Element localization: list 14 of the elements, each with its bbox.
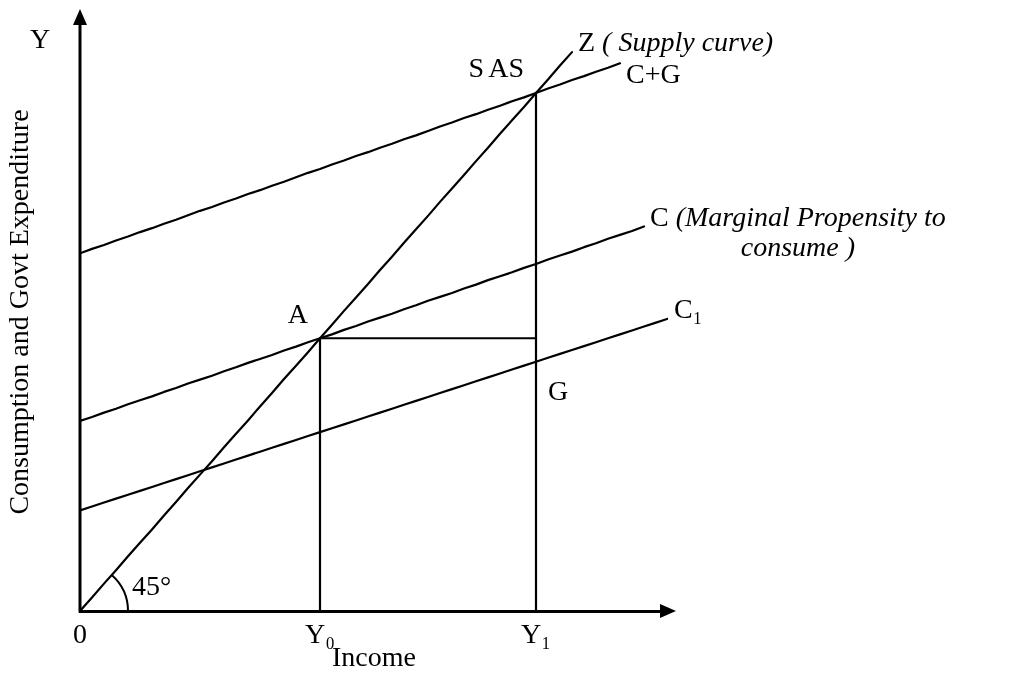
x-tick-label: Y₀ <box>305 618 335 650</box>
series-label: C₁ <box>674 293 703 325</box>
text: Y <box>29 23 51 55</box>
annotation: AS <box>488 52 524 84</box>
series-label: C (Marginal Propensity to consume ) <box>650 200 946 262</box>
annotation: A <box>287 297 309 329</box>
y-axis-title: Consumption and Govt Expenditure <box>3 109 35 515</box>
series-label: C+G <box>626 57 681 89</box>
annotation: G <box>547 374 569 406</box>
annotation: S <box>468 52 484 84</box>
x-tick-label: 0 <box>73 618 87 650</box>
x-tick-label: Y₁ <box>521 618 551 650</box>
series-label: Z ( Supply curve) <box>578 26 774 58</box>
annotation: 45° <box>132 570 172 602</box>
